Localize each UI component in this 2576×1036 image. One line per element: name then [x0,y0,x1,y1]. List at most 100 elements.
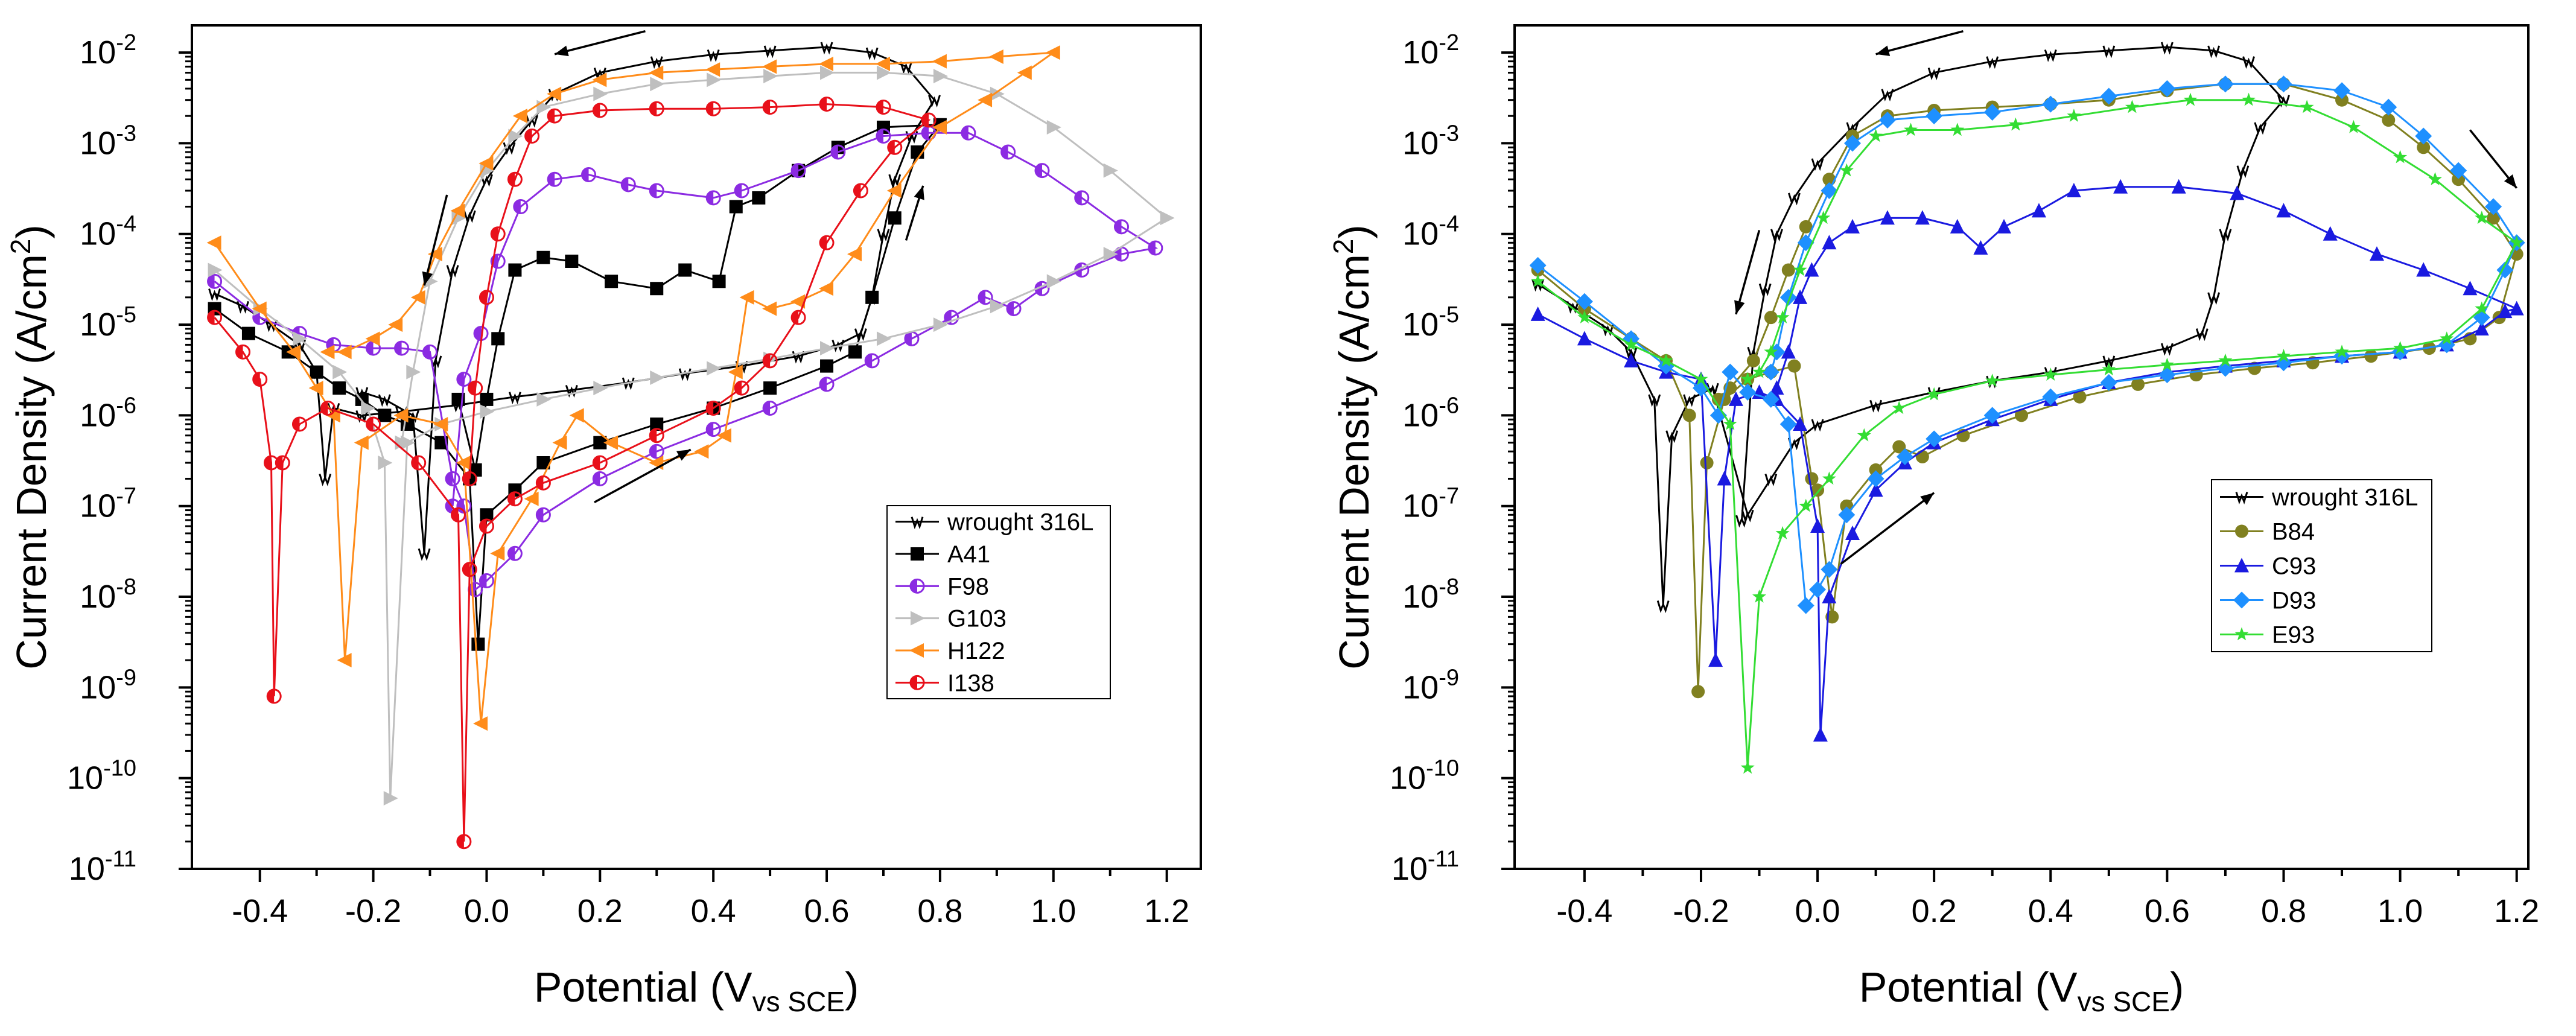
data-point-d93 [1779,288,1797,306]
data-point-f98-outline [422,344,438,360]
data-point-i138-outline [705,400,721,416]
sweep-arrow-head [1920,492,1935,506]
data-point-f98-outline [507,545,523,561]
data-point-i138-outline [790,310,806,325]
data-point-c93 [2230,185,2245,200]
data-point-g103 [933,317,948,332]
data-point-wrought-316l [1624,346,1638,360]
data-point-i138-outline [734,380,749,396]
y-tick-exponent: -7 [116,484,136,509]
data-point-wrought-316l [480,174,493,187]
legend-label-f98: F98 [947,573,989,600]
data-point-a41 [480,508,494,522]
data-point-d93 [1926,107,1943,125]
legend-label-g103: G103 [947,606,1007,632]
data-point-h122 [988,49,1003,64]
data-point-h122 [932,119,947,135]
data-point-wrought-316l [1788,192,1801,206]
data-point-wrought-316l [928,95,941,108]
data-point-a41 [865,290,879,304]
data-point-h122 [847,247,862,262]
data-point-e93 [1869,129,1883,142]
data-point-wrought-316l [877,229,890,242]
sweep-arrow-shaft [554,30,646,56]
y-tick-exponent: -6 [1439,393,1459,418]
data-point-b84 [1811,483,1825,497]
x-tick-label: 0.2 [577,893,623,929]
data-point-g103 [650,370,665,386]
data-point-h122 [524,491,539,506]
data-point-a41 [565,254,579,268]
data-point-e93 [1927,387,1941,401]
y-axis-label-superscript: 2 [5,239,36,255]
data-point-f98-outline [1000,144,1016,160]
data-point-i138-outline [275,455,290,471]
data-point-h122 [819,56,834,71]
data-point-f98-outline [864,353,880,369]
data-point-c93 [1822,589,1837,604]
data-point-c93 [2474,320,2489,335]
data-point-a41 [605,275,619,288]
data-point-a41 [332,381,346,395]
data-point-e93 [2043,367,2058,381]
data-point-e93 [2510,235,2524,249]
data-point-a41 [678,263,692,277]
data-point-wrought-316l [446,265,459,278]
legend-swatch-marker-e93 [2234,627,2249,641]
data-point-wrought-316l [565,385,578,398]
data-point-d93 [1821,182,1838,200]
data-point-h122 [694,444,709,459]
data-point-a41 [434,436,448,450]
x-axis-label-main: Potential (V [534,964,752,1011]
data-point-c93 [2066,183,2081,198]
x-axis-label-close: ) [2170,964,2184,1011]
data-point-e93 [2346,119,2361,133]
data-point-wrought-316l [1566,300,1579,314]
data-point-f98-outline [490,253,506,269]
data-point-i138-outline [762,353,778,369]
data-point-f98-outline [1034,163,1050,179]
data-point-wrought-316l [2102,355,2116,369]
data-point-e93 [2242,92,2256,106]
data-point-h122 [819,281,834,296]
data-point-h122 [875,56,890,71]
x-axis-label: Potential (Vvs SCE) [534,964,859,1017]
data-point-d93 [1739,384,1757,401]
sweep-arrow-head [676,450,691,461]
data-point-wrought-316l [1758,283,1772,296]
data-point-a41 [712,275,726,288]
data-point-a41 [378,408,392,422]
data-point-b84 [2364,349,2378,363]
data-point-f98-outline [1148,240,1163,256]
x-axis-label-close: ) [845,964,859,1011]
data-point-e93 [2440,331,2454,345]
data-point-a41 [508,263,522,277]
data-point-g103 [1046,274,1061,289]
data-point-g103 [1046,119,1061,135]
data-point-d93 [2380,98,2397,116]
y-tick-base: 10 [80,125,116,161]
data-point-h122 [1045,45,1060,60]
data-point-c93 [1915,210,1930,225]
data-point-b84 [1805,472,1819,486]
data-point-wrought-316l [2160,42,2174,55]
data-point-e93 [1839,163,1854,177]
data-point-i138-outline [462,562,477,577]
data-point-wrought-316l [503,142,516,155]
data-point-h122 [886,183,902,199]
series-h122 [206,45,1060,731]
x-tick-label: -0.4 [1556,893,1612,929]
data-point-i138-outline [479,290,494,305]
data-point-e93 [1531,274,1545,288]
y-tick-label: 10-5 [80,302,136,343]
data-point-e93 [1799,498,1813,512]
data-point-i138-outline [252,372,268,387]
data-point-d93 [2100,87,2117,105]
y-tick-base: 10 [80,579,116,615]
y-tick-exponent: -3 [1439,121,1459,146]
data-point-wrought-316l [508,392,521,405]
data-point-b84 [2382,113,2396,127]
y-tick-label: 10-3 [1402,121,1459,161]
data-point-g103 [593,381,608,396]
sweep-arrow-shaft [1735,230,1761,315]
